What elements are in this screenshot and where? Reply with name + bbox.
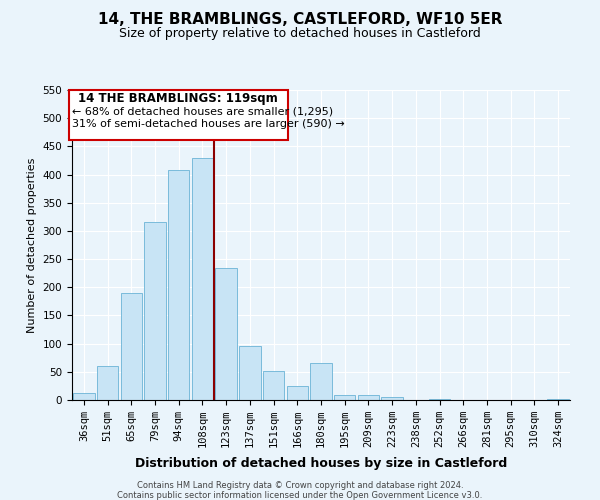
- Bar: [168, 170, 190, 400]
- Bar: [192, 158, 213, 400]
- Bar: [429, 399, 450, 400]
- Bar: [97, 366, 118, 400]
- Bar: [382, 397, 403, 400]
- Text: Size of property relative to detached houses in Castleford: Size of property relative to detached ho…: [119, 28, 481, 40]
- Text: Distribution of detached houses by size in Castleford: Distribution of detached houses by size …: [135, 458, 507, 470]
- Bar: [358, 396, 379, 400]
- Bar: [239, 346, 260, 400]
- Bar: [287, 386, 308, 400]
- Bar: [334, 396, 355, 400]
- Y-axis label: Number of detached properties: Number of detached properties: [27, 158, 37, 332]
- Bar: [145, 222, 166, 400]
- Bar: [121, 293, 142, 400]
- Text: ← 68% of detached houses are smaller (1,295): ← 68% of detached houses are smaller (1,…: [72, 106, 333, 117]
- Bar: [263, 370, 284, 400]
- Text: Contains HM Land Registry data © Crown copyright and database right 2024.: Contains HM Land Registry data © Crown c…: [137, 481, 463, 490]
- Text: Contains public sector information licensed under the Open Government Licence v3: Contains public sector information licen…: [118, 491, 482, 500]
- Bar: [310, 364, 332, 400]
- Text: 31% of semi-detached houses are larger (590) →: 31% of semi-detached houses are larger (…: [72, 119, 345, 129]
- Bar: [73, 393, 95, 400]
- Text: 14, THE BRAMBLINGS, CASTLEFORD, WF10 5ER: 14, THE BRAMBLINGS, CASTLEFORD, WF10 5ER: [98, 12, 502, 28]
- Bar: [547, 399, 569, 400]
- Bar: [215, 268, 237, 400]
- Text: 14 THE BRAMBLINGS: 119sqm: 14 THE BRAMBLINGS: 119sqm: [79, 92, 278, 106]
